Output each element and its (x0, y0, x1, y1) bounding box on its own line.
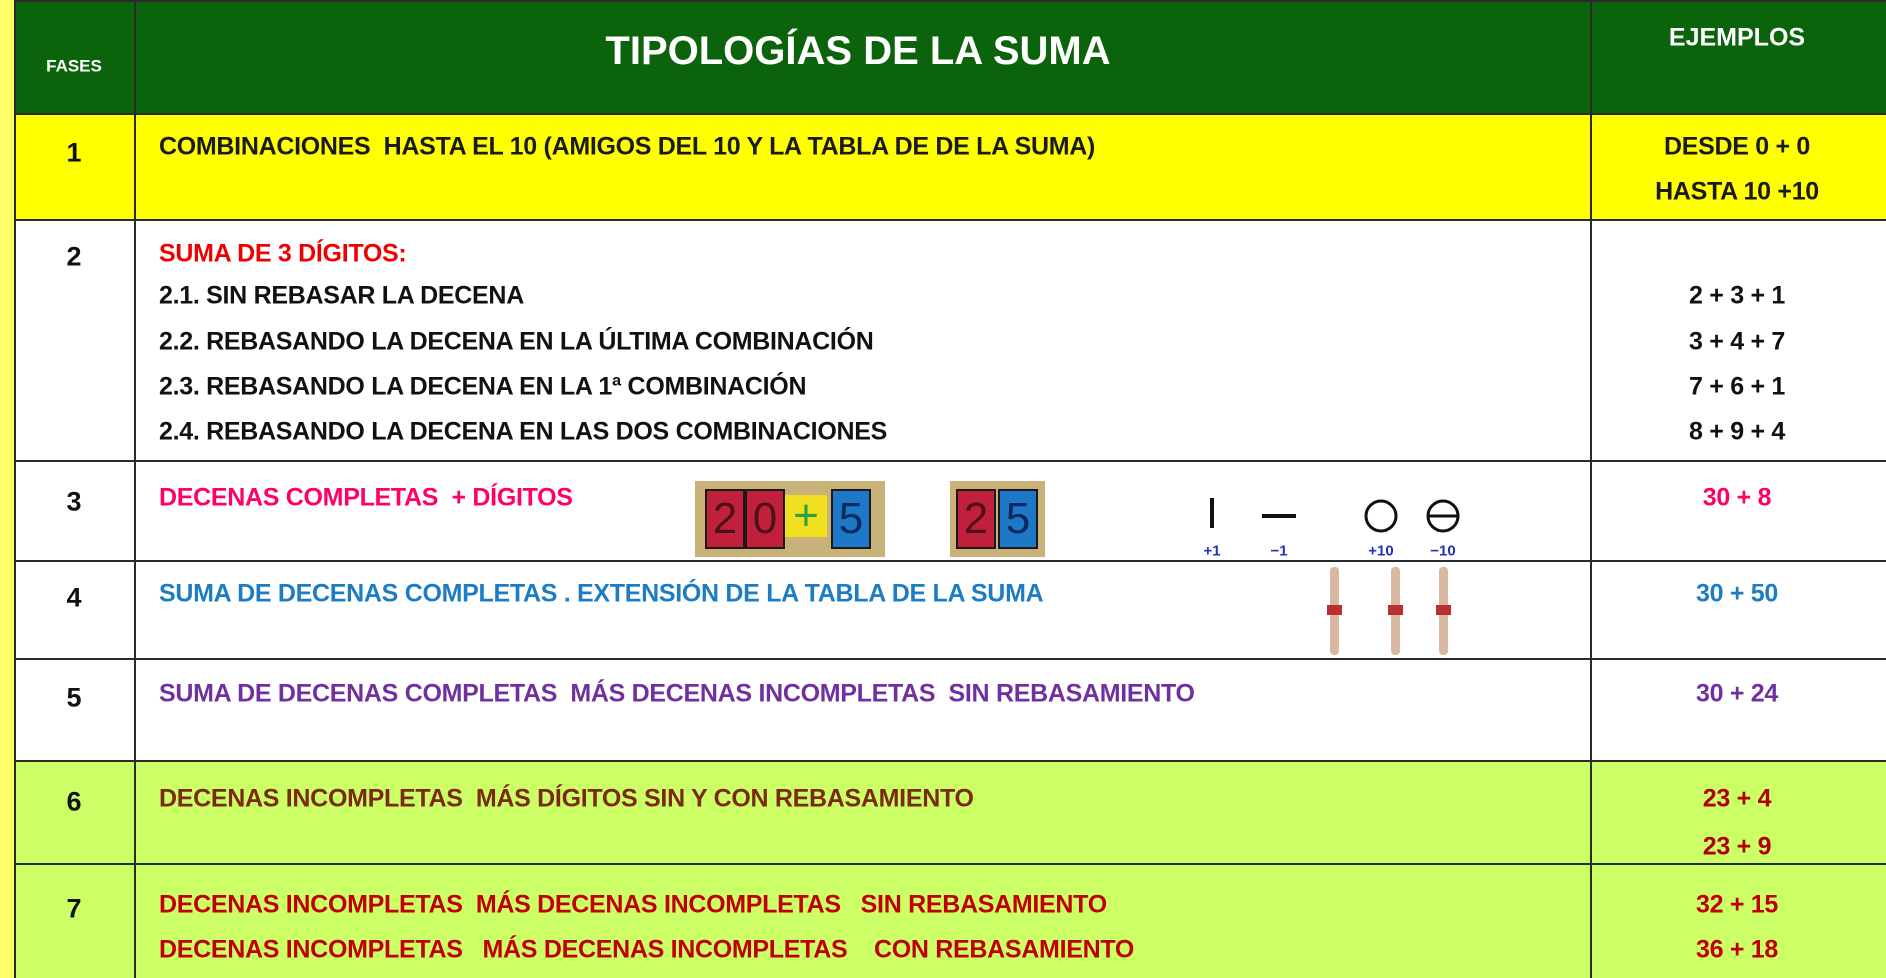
border (14, 0, 16, 978)
block-tile: + (785, 491, 827, 540)
row-bg (14, 114, 1886, 220)
border (14, 113, 1886, 115)
example: 7 + 6 + 1 (1689, 372, 1785, 401)
phase-number: 6 (66, 786, 82, 817)
example: 30 + 24 (1695, 679, 1779, 708)
block-image: 2 0 + 5 (695, 481, 885, 557)
example: 32 + 15 (1695, 890, 1779, 919)
example: DESDE 0 + 0 (1663, 132, 1811, 161)
symbols (1210, 498, 1460, 533)
border (14, 560, 1886, 562)
example: 8 + 9 + 4 (1689, 417, 1785, 446)
example: 30 + 50 (1695, 579, 1779, 608)
header-bg (14, 0, 1886, 114)
phase-number: 7 (66, 893, 82, 924)
block-tile: 0 (745, 489, 785, 549)
header-examples: EJEMPLOS (1668, 23, 1806, 52)
row-text: SUMA DE DECENAS COMPLETAS . EXTENSIÓN DE… (159, 579, 1044, 608)
symbol-label: −10 (1430, 542, 1456, 560)
example: 3 + 4 + 7 (1689, 327, 1785, 356)
row-text: DECENAS INCOMPLETAS MÁS DECENAS INCOMPLE… (159, 935, 1135, 964)
block-image: 2 5 (950, 481, 1045, 557)
row-text: DECENAS INCOMPLETAS MÁS DECENAS INCOMPLE… (159, 890, 1107, 919)
row-text: COMBINACIONES HASTA EL 10 (AMIGOS DEL 10… (159, 132, 1096, 161)
example: HASTA 10 +10 (1655, 177, 1819, 206)
header-title: TIPOLOGÍAS DE LA SUMA (605, 29, 1111, 73)
block-tile: 5 (831, 489, 871, 549)
row-text: 2.4. REBASANDO LA DECENA EN LAS DOS COMB… (159, 417, 887, 446)
symbol-label: +1 (1203, 542, 1221, 560)
border (14, 460, 1886, 462)
example: 36 + 18 (1695, 935, 1779, 964)
border (1590, 0, 1592, 978)
example: 2 + 3 + 1 (1689, 281, 1785, 310)
border (134, 0, 136, 978)
border (14, 760, 1886, 762)
border (14, 0, 1886, 2)
phase-number: 1 (66, 137, 82, 168)
sticks (1327, 567, 1451, 655)
row-bg (14, 761, 1886, 978)
header-phases: FASES (46, 56, 102, 76)
phase-number: 2 (66, 241, 82, 272)
border (14, 219, 1886, 221)
row-text: DECENAS INCOMPLETAS MÁS DÍGITOS SIN Y CO… (159, 784, 974, 813)
phase-number: 5 (66, 682, 82, 713)
example: 23 + 4 (1702, 784, 1772, 813)
border (14, 658, 1886, 660)
block-tile: 5 (998, 489, 1038, 549)
row-text: 2.3. REBASANDO LA DECENA EN LA 1ª COMBIN… (159, 372, 807, 401)
example: 23 + 9 (1702, 832, 1772, 861)
phase-number: 4 (66, 582, 82, 613)
block-tile: 2 (705, 489, 745, 549)
row-text: 2.1. SIN REBASAR LA DECENA (159, 281, 524, 310)
phase-number: 3 (66, 486, 82, 517)
row-text: 2.2. REBASANDO LA DECENA EN LA ÚLTIMA CO… (159, 327, 874, 356)
example: 30 + 8 (1702, 483, 1772, 512)
row-text: SUMA DE DECENAS COMPLETAS MÁS DECENAS IN… (159, 679, 1195, 708)
block-tile: 2 (956, 489, 996, 549)
row-text: DECENAS COMPLETAS + DÍGITOS (159, 483, 573, 512)
symbol-label: +10 (1368, 542, 1394, 560)
symbol-label: −1 (1270, 542, 1288, 560)
row-heading: SUMA DE 3 DÍGITOS: (159, 239, 407, 268)
border (14, 863, 1886, 865)
